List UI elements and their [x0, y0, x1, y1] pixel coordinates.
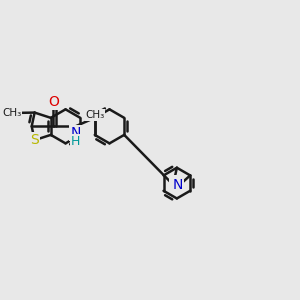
Text: N: N: [172, 178, 183, 191]
Text: N: N: [70, 126, 81, 140]
Text: H: H: [71, 134, 80, 148]
Text: O: O: [170, 176, 181, 190]
Text: O: O: [49, 95, 60, 109]
Text: S: S: [30, 133, 39, 147]
Text: CH₃: CH₃: [85, 110, 104, 120]
Text: CH₃: CH₃: [2, 108, 22, 118]
